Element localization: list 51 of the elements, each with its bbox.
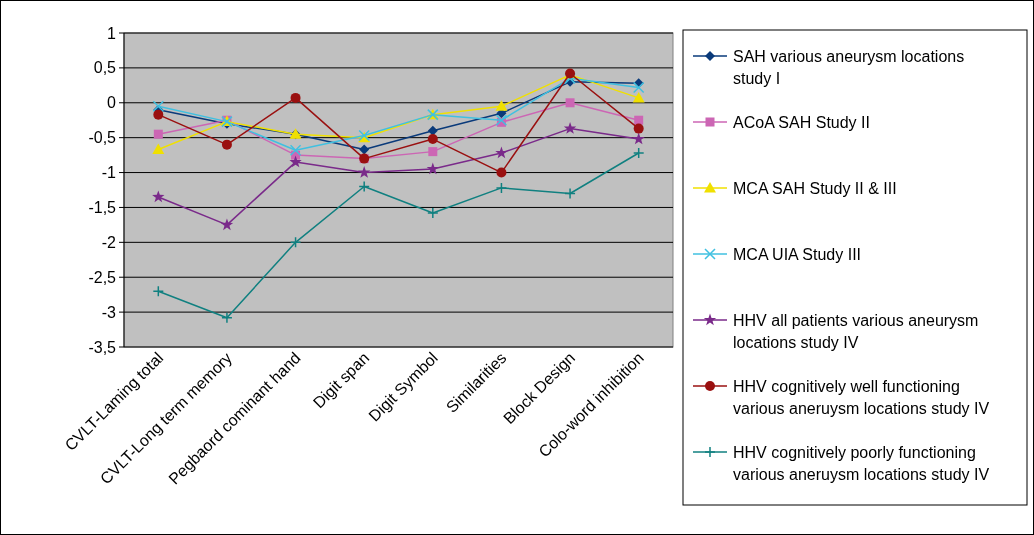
legend-label: HHV cognitively poorly functioning various aneruysm locations study IV bbox=[733, 444, 990, 483]
point bbox=[633, 123, 644, 134]
point bbox=[358, 166, 371, 178]
legend-label: MCA UIA Study III bbox=[733, 246, 862, 263]
point bbox=[289, 236, 302, 249]
point bbox=[564, 187, 576, 200]
point bbox=[289, 144, 302, 156]
point bbox=[563, 122, 577, 134]
legend-label: HHV cognitively well functioning various aneruysm locations study IV bbox=[733, 378, 990, 417]
y-tick-label: 0 bbox=[107, 94, 117, 112]
y-tick-label: 1 bbox=[107, 24, 117, 42]
point bbox=[632, 91, 645, 103]
point bbox=[221, 139, 232, 150]
point bbox=[152, 190, 165, 203]
y-tick-label: 0,5 bbox=[93, 59, 117, 77]
legend-label: SAH various aneurysm locations study I bbox=[733, 48, 965, 87]
point bbox=[289, 155, 302, 168]
y-tick-label: -1,5 bbox=[88, 199, 117, 217]
point bbox=[358, 180, 370, 193]
point bbox=[152, 100, 165, 113]
point bbox=[290, 92, 301, 103]
legend-label: ACoA SAH Study II bbox=[733, 114, 870, 131]
point bbox=[359, 144, 370, 155]
point bbox=[427, 125, 438, 136]
point bbox=[427, 207, 439, 219]
point bbox=[495, 100, 508, 111]
point bbox=[153, 109, 164, 120]
point bbox=[220, 218, 234, 231]
point bbox=[634, 115, 644, 125]
point bbox=[152, 285, 165, 297]
point bbox=[221, 311, 233, 324]
y-tick-label: -2 bbox=[101, 233, 117, 251]
y-tick-label: -3 bbox=[101, 303, 117, 321]
y-tick-label: -1 bbox=[101, 164, 117, 182]
y-tick-label: -2,5 bbox=[88, 268, 117, 286]
point bbox=[496, 167, 507, 178]
point bbox=[632, 147, 645, 159]
legend-label: HHV all patients various aneurysm locations study IV bbox=[733, 312, 979, 351]
point bbox=[495, 146, 508, 159]
point bbox=[427, 134, 438, 145]
point bbox=[632, 132, 645, 145]
point bbox=[495, 182, 508, 194]
point bbox=[152, 143, 165, 155]
y-tick-label: -0,5 bbox=[88, 129, 117, 147]
point bbox=[565, 98, 575, 108]
point bbox=[428, 147, 438, 157]
point bbox=[632, 81, 645, 94]
y-tick-label: -3,5 bbox=[88, 338, 117, 356]
point bbox=[153, 129, 163, 139]
point bbox=[426, 162, 439, 175]
legend-label: MCA SAH Study II & III bbox=[733, 180, 897, 197]
